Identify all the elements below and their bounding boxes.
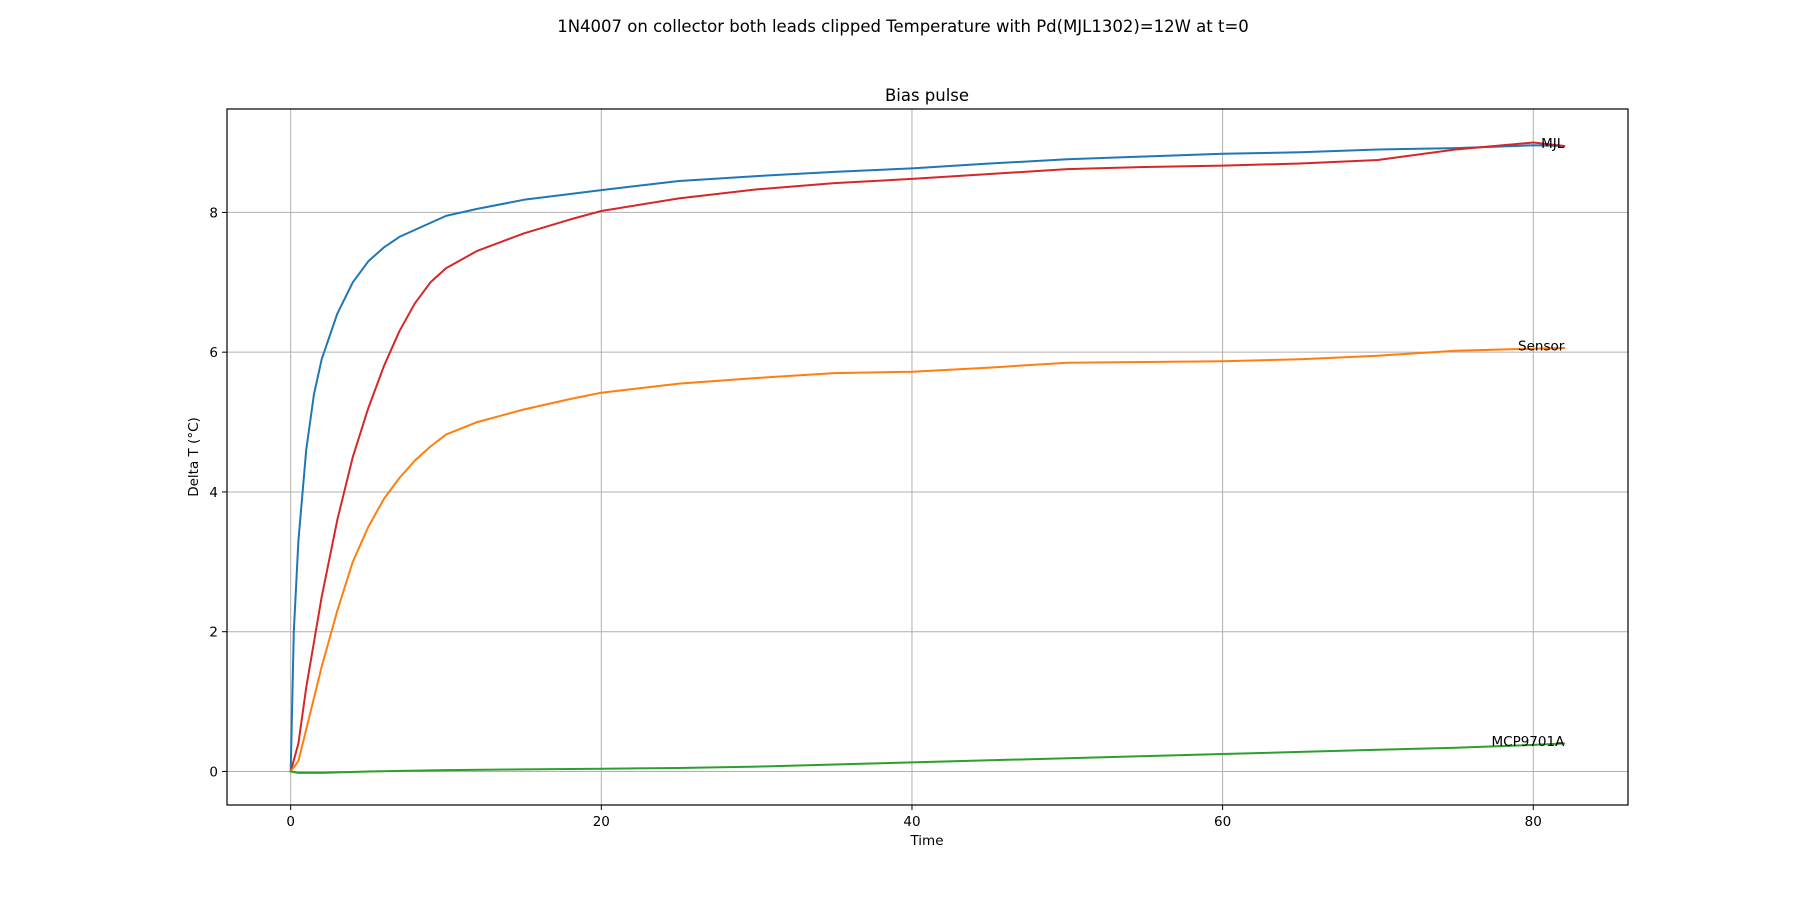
x-tick-label: 0 bbox=[286, 814, 295, 830]
series-line-2 bbox=[289, 141, 1566, 773]
x-tick-label: 20 bbox=[593, 814, 610, 830]
chart-title: Bias pulse bbox=[885, 86, 969, 105]
x-tick-label: 40 bbox=[903, 814, 920, 830]
x-tick-label: 60 bbox=[1214, 814, 1231, 830]
annotations: MJL Sensor MCP9701A bbox=[1492, 136, 1566, 750]
y-tick-label: 8 bbox=[209, 205, 218, 221]
x-axis: 0 20 40 60 80 bbox=[286, 805, 1542, 830]
plot-frame bbox=[226, 108, 1629, 806]
series-group bbox=[289, 141, 1566, 774]
x-tick-label: 80 bbox=[1525, 814, 1542, 830]
y-tick-label: 0 bbox=[209, 764, 218, 780]
y-tick-label: 6 bbox=[209, 345, 218, 361]
figure-suptitle: 1N4007 on collector both leads clipped T… bbox=[557, 17, 1249, 36]
annotation-label: MJL bbox=[1541, 136, 1565, 152]
x-axis-label: Time bbox=[909, 833, 943, 849]
series-line-3 bbox=[289, 347, 1566, 773]
y-tick-label: 2 bbox=[209, 625, 218, 641]
y-axis-label: Delta T (°C) bbox=[186, 417, 202, 497]
series-line-4 bbox=[289, 742, 1566, 774]
annotation-label: MCP9701A bbox=[1492, 734, 1566, 750]
series-line-1 bbox=[289, 144, 1566, 773]
y-axis: 0 2 4 6 8 bbox=[209, 205, 227, 780]
annotation-label: Sensor bbox=[1518, 339, 1565, 355]
y-tick-label: 4 bbox=[209, 485, 218, 501]
grid bbox=[227, 109, 1628, 805]
